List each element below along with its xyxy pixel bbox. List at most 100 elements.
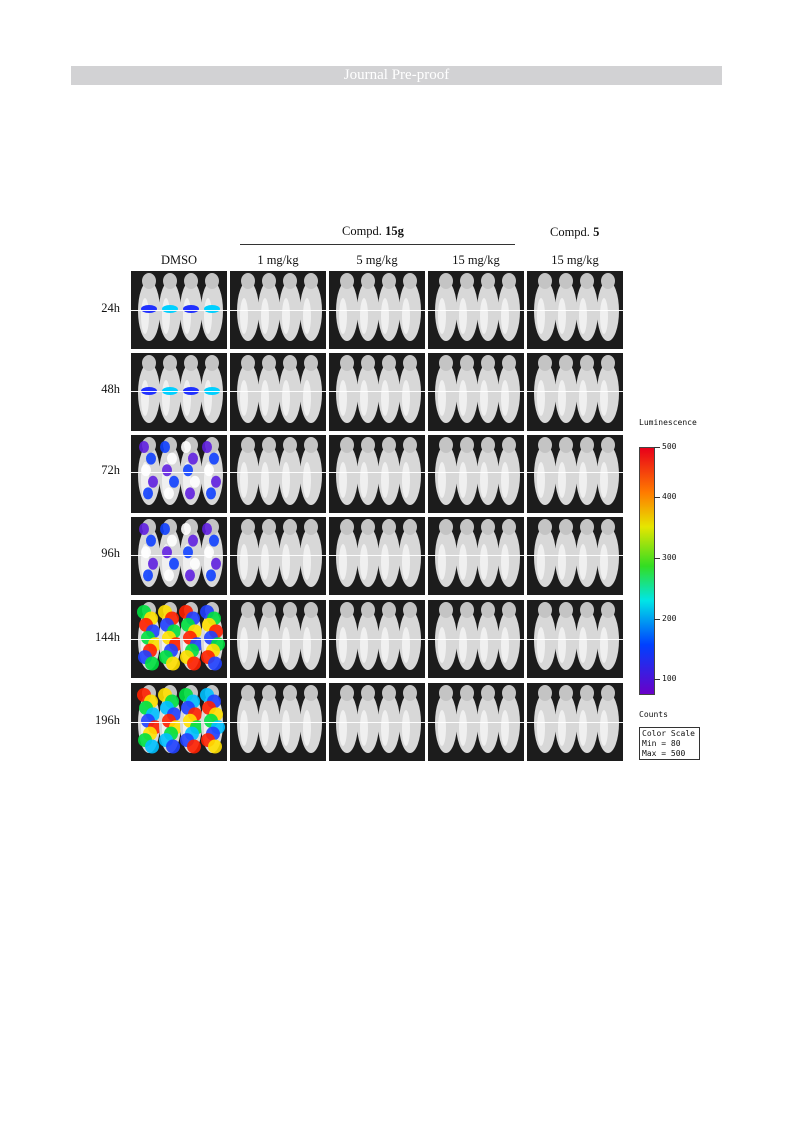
bioluminescence-signal (162, 546, 172, 559)
row-label-24h: 24h (101, 301, 120, 315)
mouse-silhouette (300, 519, 322, 587)
bioluminescence-signal (187, 656, 201, 671)
journal-preproof-banner: Journal Pre-proof (71, 66, 722, 85)
mouse-photo (336, 273, 421, 341)
imaging-panel (131, 683, 227, 761)
mouse-silhouette (597, 273, 619, 341)
mouse-silhouette (279, 602, 301, 670)
bioluminescence-signal (146, 534, 156, 547)
scan-line (119, 555, 625, 556)
mouse-silhouette (597, 685, 619, 753)
bioluminescence-signal (169, 557, 179, 570)
mouse-silhouette (258, 273, 280, 341)
mouse-photo (237, 519, 322, 587)
row-label-72h: 72h (101, 463, 120, 477)
mouse-silhouette (576, 355, 598, 423)
imaging-panel (428, 435, 524, 513)
mouse-silhouette (357, 437, 379, 505)
mouse-silhouette (279, 273, 301, 341)
mouse-photo (534, 355, 619, 423)
imaging-panel (131, 271, 227, 349)
bioluminescence-signal (162, 464, 172, 477)
mouse-silhouette (498, 519, 520, 587)
bioluminescence-signal (145, 656, 159, 671)
scan-line (119, 391, 625, 392)
bioluminescence-signal (208, 739, 222, 754)
mouse-silhouette (399, 519, 421, 587)
column-label-1mgkg: 1 mg/kg (257, 253, 299, 267)
mouse-silhouette (597, 519, 619, 587)
mouse-silhouette (456, 519, 478, 587)
mouse-silhouette (597, 602, 619, 670)
mouse-silhouette (555, 437, 577, 505)
mouse-silhouette (258, 355, 280, 423)
mouse-silhouette (258, 519, 280, 587)
mouse-photo (435, 519, 520, 587)
mouse-photo (138, 273, 223, 341)
mouse-silhouette (534, 685, 556, 753)
mouse-silhouette (237, 519, 259, 587)
imaging-panel (131, 353, 227, 431)
bioluminescence-signal (145, 739, 159, 754)
bioluminescence-signal (188, 452, 198, 465)
bioluminescence-signal (160, 441, 170, 453)
column-label-5mgkg: 5 mg/kg (356, 253, 398, 267)
bioluminescence-signal (167, 534, 177, 547)
bioluminescence-signal (206, 487, 216, 500)
mouse-photo (435, 437, 520, 505)
mouse-silhouette (399, 437, 421, 505)
mouse-silhouette (435, 273, 457, 341)
imaging-panel (230, 353, 326, 431)
mouse-photo (237, 273, 322, 341)
mouse-silhouette (336, 437, 358, 505)
mouse-silhouette (555, 273, 577, 341)
mouse-silhouette (498, 273, 520, 341)
mouse-silhouette (279, 355, 301, 423)
bioluminescence-signal (211, 557, 221, 570)
bioluminescence-signal (183, 464, 193, 477)
bioluminescence-signal (188, 534, 198, 547)
mouse-photo (534, 685, 619, 753)
mouse-photo (534, 602, 619, 670)
imaging-panel (329, 517, 425, 595)
mouse-silhouette (357, 355, 379, 423)
mouse-silhouette (237, 437, 259, 505)
bioluminescence-signal (183, 305, 199, 313)
mouse-photo (336, 685, 421, 753)
mouse-silhouette (597, 437, 619, 505)
colorbar-tick-label: 100 (662, 674, 677, 683)
group-header-prefix: Compd. (342, 224, 382, 238)
scan-line (119, 722, 625, 723)
colorbar-tick-label: 200 (662, 614, 677, 623)
mouse-silhouette (576, 685, 598, 753)
imaging-panel (428, 683, 524, 761)
bioluminescence-signal (202, 523, 212, 535)
bioluminescence-signal (211, 475, 221, 488)
mouse-silhouette (456, 355, 478, 423)
mouse-silhouette (378, 355, 400, 423)
mouse-silhouette (336, 355, 358, 423)
mouse-silhouette (399, 355, 421, 423)
luminescence-colorbar (639, 447, 655, 695)
mouse-silhouette (279, 519, 301, 587)
bioluminescence-signal (202, 441, 212, 453)
mouse-silhouette (477, 437, 499, 505)
color-scale-max: Max = 500 (642, 749, 686, 758)
imaging-panel (428, 517, 524, 595)
mouse-photo (534, 437, 619, 505)
mouse-silhouette (477, 355, 499, 423)
column-label-dmso: DMSO (160, 253, 198, 267)
colorbar-tick (654, 619, 660, 620)
mouse-silhouette (534, 602, 556, 670)
mouse-silhouette (300, 437, 322, 505)
bioluminescence-signal (183, 546, 193, 559)
imaging-panel (230, 517, 326, 595)
mouse-silhouette (435, 519, 457, 587)
bioluminescence-signal (181, 523, 191, 535)
mouse-silhouette (336, 602, 358, 670)
row-label-144h: 144h (95, 630, 120, 644)
bioluminescence-signal (164, 569, 174, 582)
mouse-photo (137, 602, 225, 671)
mouse-silhouette (498, 685, 520, 753)
color-scale-min: Min = 80 (642, 739, 681, 748)
